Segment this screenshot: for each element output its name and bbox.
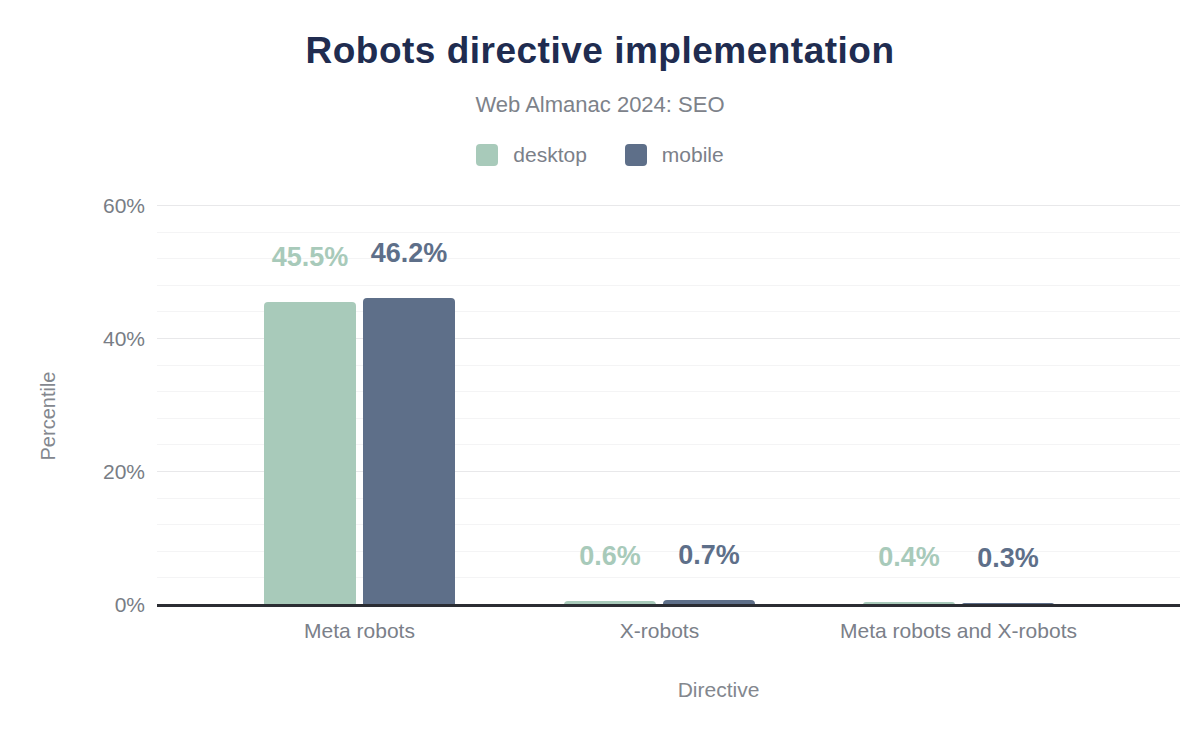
y-tick-label: 60% bbox=[50, 194, 145, 218]
bar-value-label-mobile-0: 46.2% bbox=[329, 240, 489, 267]
bar-value-label-mobile-2: 0.3% bbox=[928, 545, 1088, 572]
bar-mobile-0 bbox=[363, 298, 455, 605]
legend-item-mobile: mobile bbox=[625, 143, 724, 167]
bar-desktop-0 bbox=[264, 302, 356, 605]
legend-swatch-desktop bbox=[476, 144, 498, 166]
x-axis-title: Directive bbox=[678, 678, 760, 702]
y-axis-title: Percentile bbox=[37, 372, 60, 461]
x-axis-title-wrap: Directive bbox=[0, 678, 1200, 702]
gridline-major bbox=[157, 205, 1180, 206]
chart-subtitle: Web Almanac 2024: SEO bbox=[0, 92, 1200, 118]
x-category-label-2: Meta robots and X-robots bbox=[799, 619, 1119, 643]
x-category-label-0: Meta robots bbox=[200, 619, 520, 643]
gridline-minor bbox=[157, 232, 1180, 233]
gridline-minor bbox=[157, 285, 1180, 286]
x-category-label-1: X-robots bbox=[500, 619, 820, 643]
y-tick-label: 0% bbox=[50, 593, 145, 617]
bar-value-label-mobile-1: 0.7% bbox=[629, 542, 789, 569]
chart-legend: desktop mobile bbox=[0, 143, 1200, 167]
legend-label-desktop: desktop bbox=[513, 143, 587, 167]
legend-swatch-mobile bbox=[625, 144, 647, 166]
plot-area: 45.5%46.2%0.6%0.7%0.4%0.3% bbox=[157, 206, 1180, 605]
legend-item-desktop: desktop bbox=[476, 143, 587, 167]
legend-label-mobile: mobile bbox=[662, 143, 724, 167]
y-tick-label: 20% bbox=[50, 460, 145, 484]
x-axis-line bbox=[157, 604, 1180, 607]
robots-directive-chart: Robots directive implementation Web Alma… bbox=[0, 0, 1200, 742]
chart-title: Robots directive implementation bbox=[0, 30, 1200, 72]
y-tick-label: 40% bbox=[50, 327, 145, 351]
